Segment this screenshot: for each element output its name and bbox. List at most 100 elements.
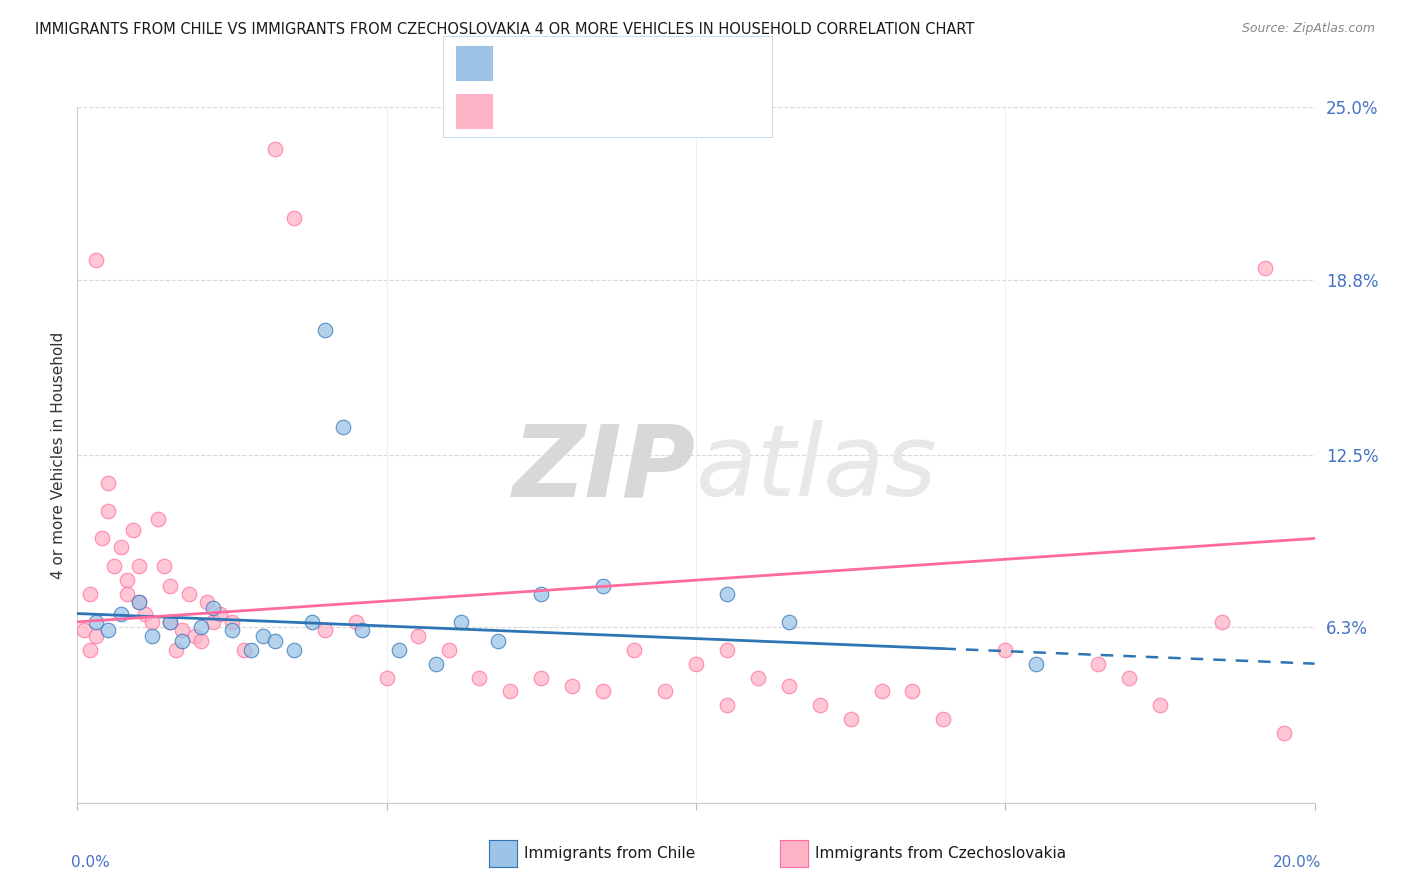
Point [468,671,491,685]
Point [233,642,256,657]
Text: Immigrants from Czechoslovakia: Immigrants from Czechoslovakia [815,847,1067,861]
Point [901,684,924,698]
Text: Immigrants from Chile: Immigrants from Chile [524,847,696,861]
Point [388,642,411,657]
Point [141,615,163,629]
Point [165,642,187,657]
Text: 20.0%: 20.0% [1272,855,1320,870]
Point [110,540,132,554]
Point [592,684,614,698]
Point [425,657,447,671]
Text: N =: N = [641,54,675,70]
Point [344,615,367,629]
Point [128,595,150,609]
Point [350,624,373,638]
Text: Source: ZipAtlas.com: Source: ZipAtlas.com [1241,22,1375,36]
Point [314,624,336,638]
Point [91,532,114,546]
Text: 0.041: 0.041 [548,103,596,118]
Point [264,634,287,648]
Point [994,642,1017,657]
Point [839,712,862,726]
Point [79,587,101,601]
Point [778,615,800,629]
Point [530,671,553,685]
Point [115,587,138,601]
Text: N =: N = [641,103,675,118]
Y-axis label: 4 or more Vehicles in Household: 4 or more Vehicles in Household [51,331,66,579]
Point [97,475,120,490]
Point [97,624,120,638]
Point [177,587,200,601]
Text: atlas: atlas [696,420,938,517]
Point [499,684,522,698]
Point [195,595,218,609]
Point [159,615,181,629]
Point [84,615,107,629]
Point [103,559,125,574]
Point [932,712,955,726]
Point [153,559,176,574]
Text: 27: 27 [685,54,706,70]
Point [184,629,207,643]
Point [128,559,150,574]
Point [654,684,676,698]
Point [84,629,107,643]
Point [437,642,460,657]
Point [115,573,138,587]
Point [172,634,194,648]
Point [283,211,305,226]
Point [208,607,231,621]
Point [1087,657,1109,671]
Point [301,615,323,629]
Point [685,657,707,671]
Point [264,142,287,156]
Point [375,671,398,685]
Text: ZIP: ZIP [513,420,696,517]
Bar [456,45,492,79]
Text: IMMIGRANTS FROM CHILE VS IMMIGRANTS FROM CZECHOSLOVAKIA 4 OR MORE VEHICLES IN HO: IMMIGRANTS FROM CHILE VS IMMIGRANTS FROM… [35,22,974,37]
Text: 0.0%: 0.0% [72,855,110,870]
Point [1025,657,1047,671]
Point [870,684,893,698]
Point [716,642,738,657]
Point [1254,261,1277,276]
Point [561,679,583,693]
Point [406,629,429,643]
Point [79,642,101,657]
Point [141,629,163,643]
Point [202,615,225,629]
Point [172,624,194,638]
Point [716,698,738,713]
Text: R =: R = [506,54,538,70]
Point [72,624,94,638]
FancyBboxPatch shape [443,36,773,138]
Point [592,579,614,593]
Point [159,579,181,593]
Point [128,595,150,609]
Point [747,671,769,685]
Point [190,634,212,648]
Point [1211,615,1233,629]
Point [332,420,354,434]
Point [623,642,645,657]
Point [84,253,107,268]
Point [450,615,472,629]
Point [1272,726,1295,740]
Text: R =: R = [506,103,538,118]
Text: 62: 62 [685,103,706,118]
Point [716,587,738,601]
Point [808,698,831,713]
Point [190,620,212,634]
Point [252,629,274,643]
Bar [456,95,492,128]
Point [221,615,243,629]
Point [110,607,132,621]
Point [134,607,156,621]
Point [1118,671,1140,685]
Point [202,601,225,615]
Point [239,642,262,657]
Point [146,512,169,526]
Point [283,642,305,657]
Point [778,679,800,693]
